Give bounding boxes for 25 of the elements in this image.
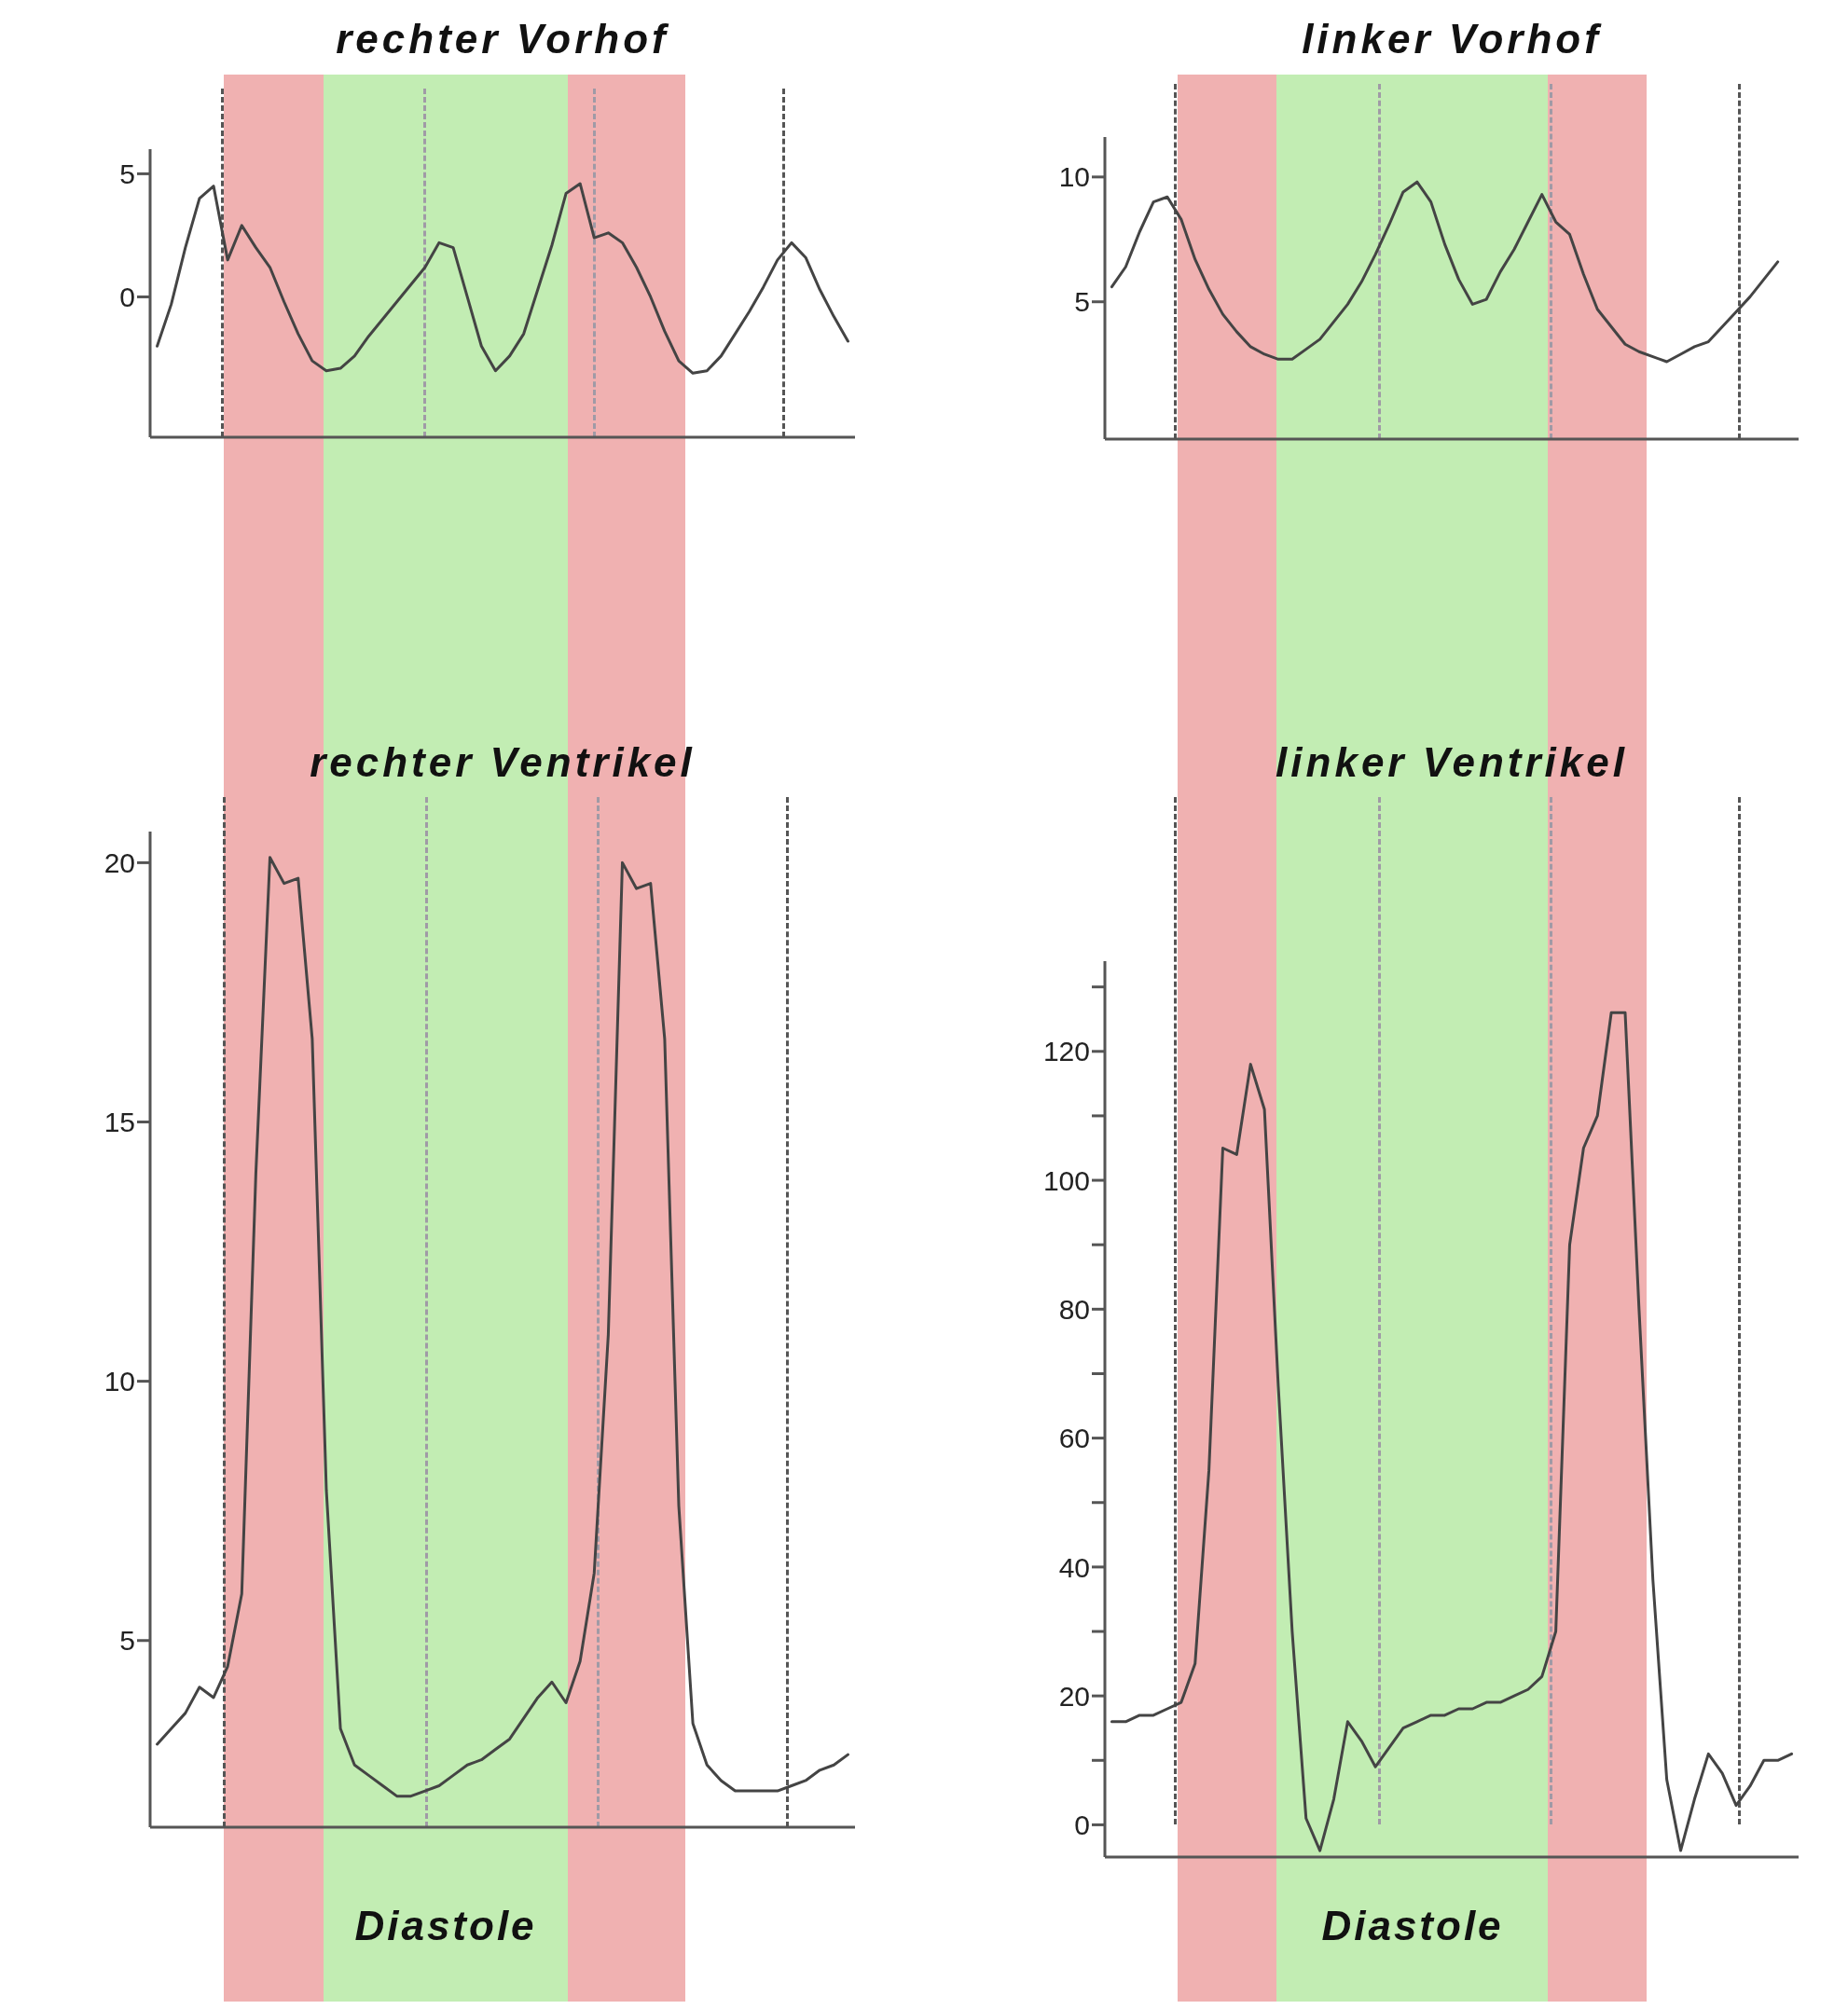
y-tick-label: 60 bbox=[1058, 1423, 1090, 1454]
chart-title: linker Vorhof bbox=[1301, 15, 1603, 63]
line-series bbox=[1110, 1011, 1794, 1852]
y-tick-label: 0 bbox=[119, 282, 135, 313]
text: Diastole bbox=[1320, 1902, 1505, 1950]
y-tick-label: 15 bbox=[103, 1107, 135, 1138]
text: Diastole bbox=[353, 1902, 538, 1950]
y-tick-label: 5 bbox=[119, 1625, 135, 1657]
chart-title: rechter Vorhof bbox=[335, 15, 670, 63]
y-tick-label: 10 bbox=[1058, 161, 1090, 193]
y-tick-label: 100 bbox=[1042, 1164, 1090, 1196]
y-tick-label: 40 bbox=[1058, 1551, 1090, 1583]
y-tick-label: 20 bbox=[103, 847, 135, 879]
chart-title: rechter Ventrikel bbox=[309, 738, 696, 787]
y-tick-label: 5 bbox=[119, 158, 135, 190]
chart-title: linker Ventrikel bbox=[1275, 738, 1629, 787]
y-tick-label: 120 bbox=[1042, 1036, 1090, 1067]
y-tick-label: 10 bbox=[103, 1366, 135, 1397]
y-tick-label: 80 bbox=[1058, 1293, 1090, 1325]
line-series bbox=[1110, 180, 1780, 364]
line-series bbox=[156, 182, 849, 375]
line-series bbox=[156, 856, 849, 1798]
y-tick-label: 20 bbox=[1058, 1680, 1090, 1712]
y-tick-label: 5 bbox=[1074, 286, 1090, 318]
y-tick-label: 0 bbox=[1074, 1809, 1090, 1841]
